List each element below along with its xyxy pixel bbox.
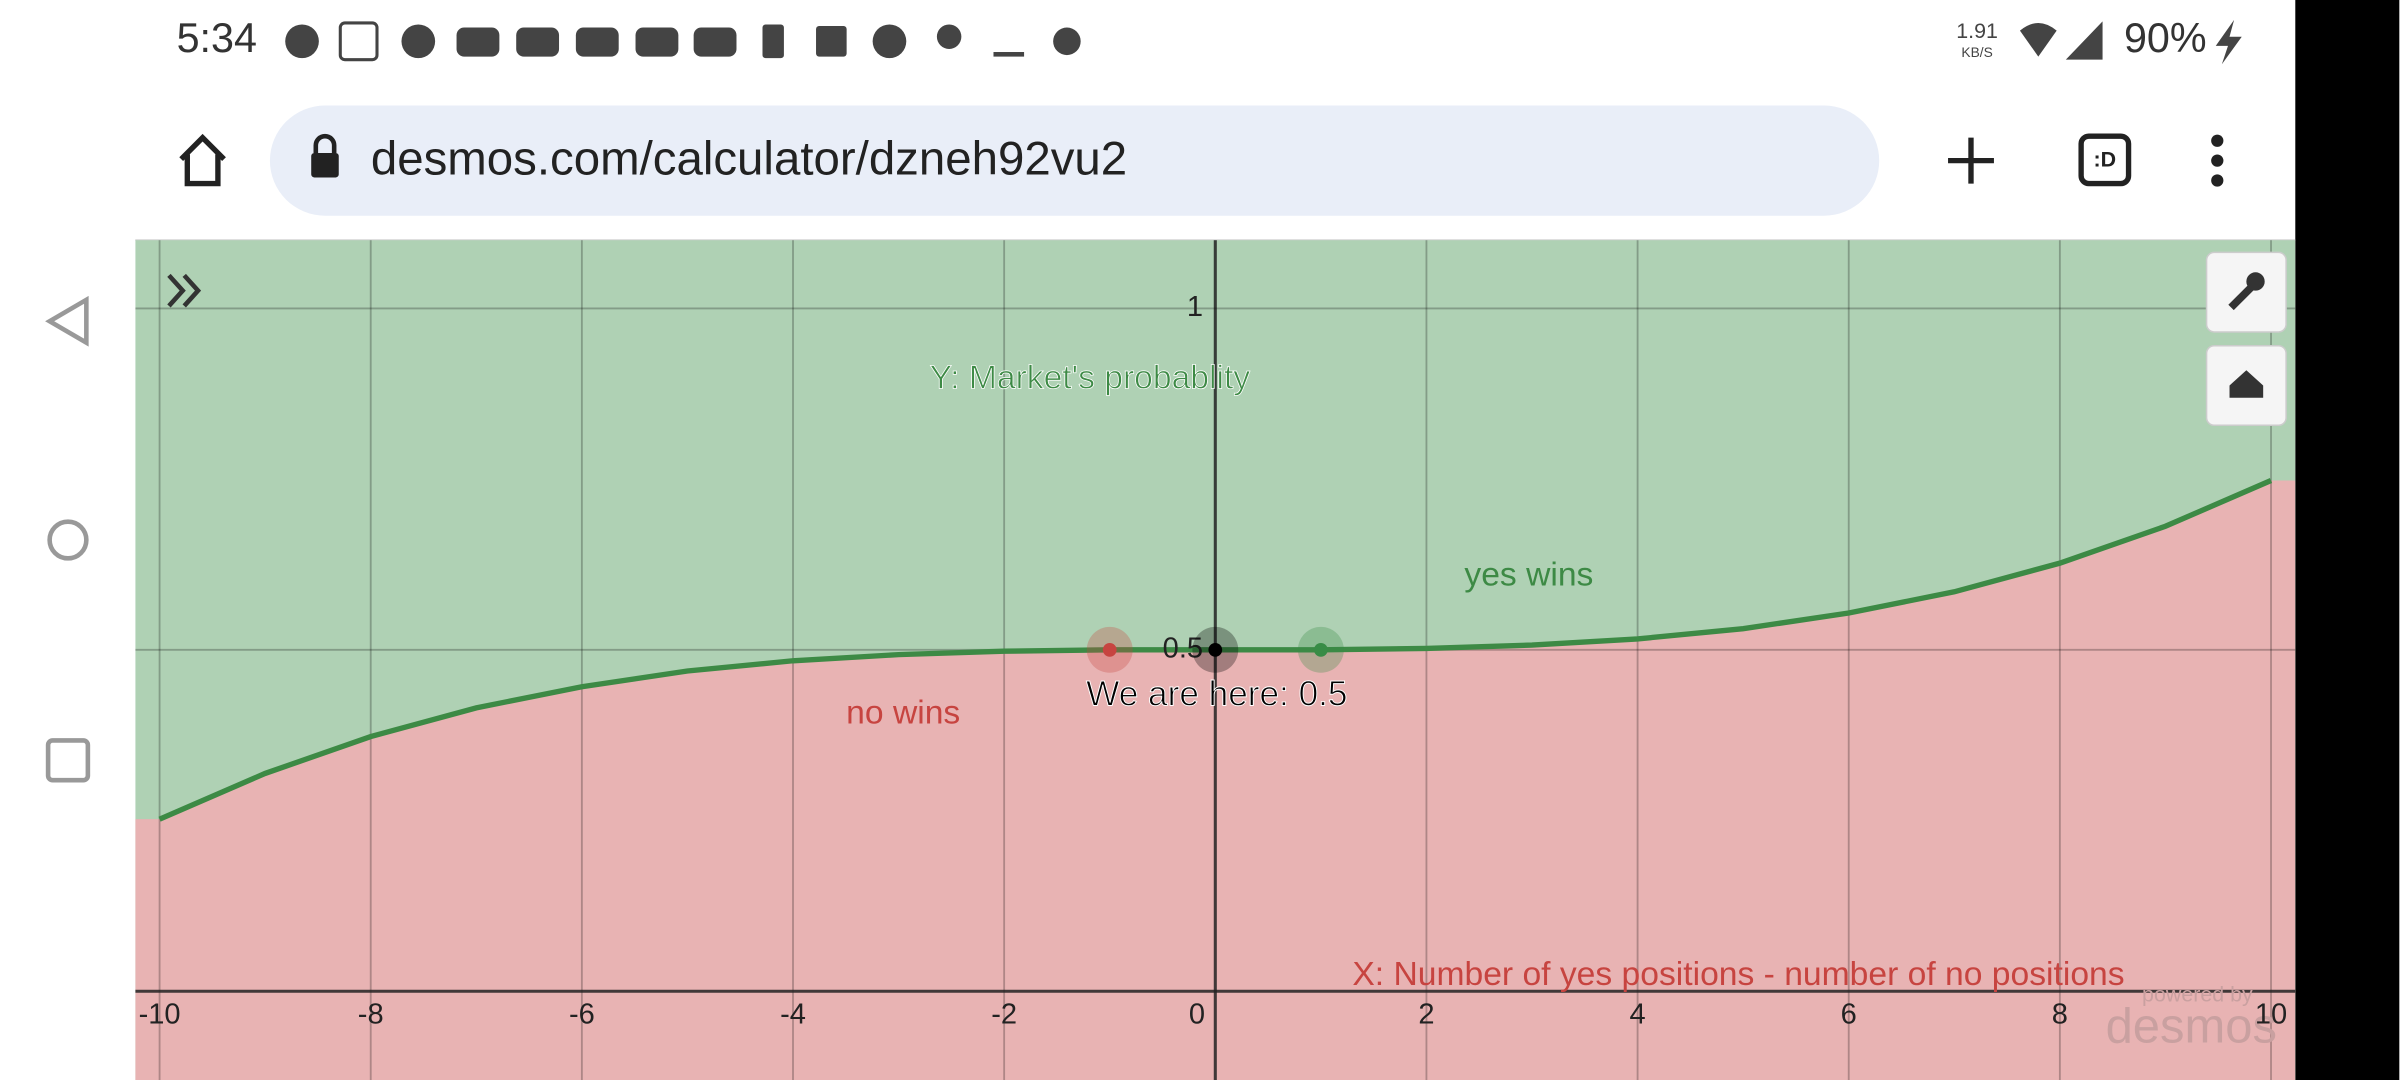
network-unit: KB/S	[1961, 45, 1992, 60]
charging-icon	[2215, 19, 2242, 65]
new-tab-button[interactable]	[1948, 137, 1994, 184]
back-button[interactable]	[45, 295, 89, 347]
expand-button[interactable]	[167, 273, 202, 308]
menu-button[interactable]	[2211, 134, 2224, 187]
x-tick-label: 4	[1630, 998, 1646, 1030]
wrench-head	[2246, 272, 2265, 291]
x-tick-label: 0	[1189, 998, 1205, 1030]
x-tick-label: -4	[780, 998, 806, 1030]
tab-icon[interactable]: :D	[2094, 147, 2117, 171]
y-tick-label: 1	[1187, 291, 1203, 323]
clock: 5:34	[177, 15, 257, 61]
x-tick-label: -10	[139, 998, 181, 1030]
yes-label: yes wins	[1464, 557, 1593, 594]
x-tick-label: 8	[2052, 998, 2068, 1030]
no-label: no wins	[846, 694, 960, 731]
house-icon	[2229, 370, 2264, 398]
point	[1102, 642, 1117, 657]
point	[1313, 642, 1328, 657]
side-bar	[2295, 0, 2400, 1080]
x-tick-label: 2	[1418, 998, 1434, 1030]
x-tick-label: -6	[569, 998, 595, 1030]
x-tick-label: -8	[358, 998, 384, 1030]
home-nav-button[interactable]	[47, 519, 89, 561]
home-button[interactable]	[179, 133, 226, 187]
recents-button[interactable]	[45, 738, 91, 783]
x-tick-label: 6	[1841, 998, 1857, 1030]
lock-shackle	[313, 133, 337, 153]
notification-icons	[285, 21, 1081, 62]
wrench-icon	[2228, 283, 2256, 311]
url-bar[interactable]	[269, 105, 1880, 216]
watermark-top: powered by	[2142, 983, 2253, 1007]
point-label: We are here: 0.5	[1086, 674, 1347, 713]
point	[1208, 642, 1223, 657]
battery: 90%	[2124, 15, 2207, 61]
url[interactable]: desmos.com/calculator/dzneh92vu2	[371, 133, 1127, 186]
plot	[135, 240, 2296, 1080]
y-tick-label: 0.5	[1163, 633, 1203, 665]
x-tick-label: -2	[991, 998, 1017, 1030]
wifi-icon	[2019, 22, 2057, 57]
lock-icon	[311, 152, 339, 178]
x-tick-label: 10	[2255, 998, 2287, 1030]
tabs-button[interactable]	[2078, 133, 2132, 187]
network-speed: 1.91	[1956, 19, 1998, 43]
y-axis-label: Y: Market's probablity	[930, 359, 1251, 396]
signal-icon	[2065, 21, 2103, 60]
watermark: desmos	[2106, 999, 2277, 1053]
x-axis-label: X: Number of yes positions - number of n…	[1352, 956, 2124, 993]
